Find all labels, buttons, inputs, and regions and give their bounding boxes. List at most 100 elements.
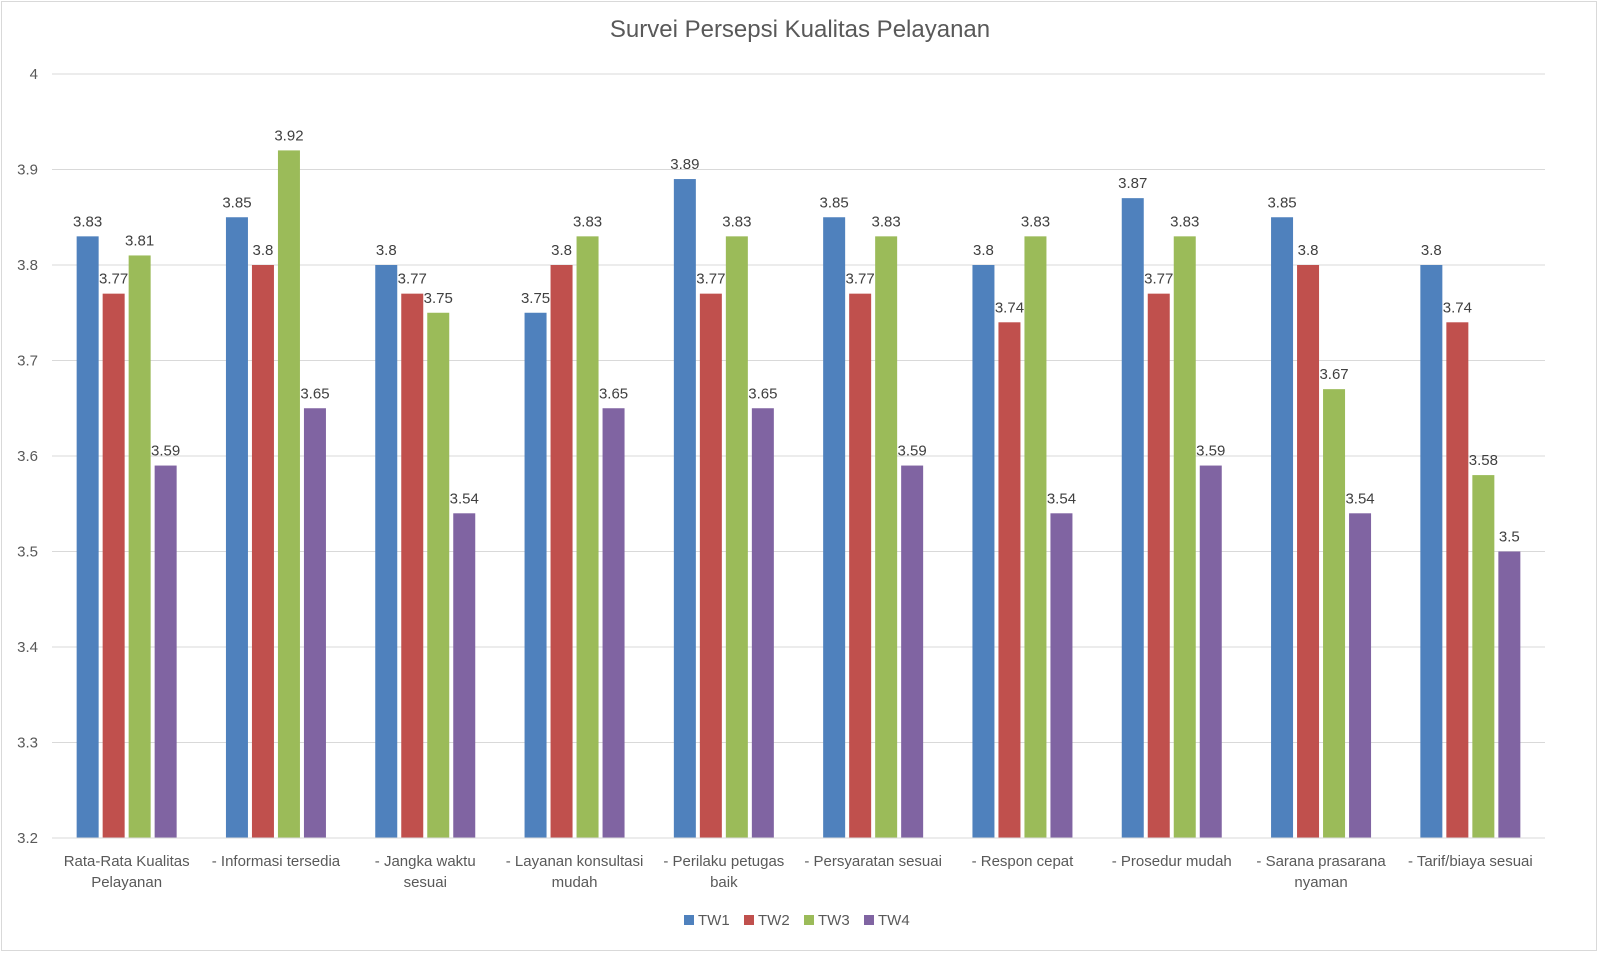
data-label: 3.83 xyxy=(573,213,602,230)
data-label: 3.83 xyxy=(1170,213,1199,230)
data-label: 3.65 xyxy=(300,385,329,402)
data-label: 3.83 xyxy=(73,213,102,230)
data-label: 3.83 xyxy=(722,213,751,230)
bar-tw1 xyxy=(524,312,547,838)
legend-label-tw3: TW3 xyxy=(818,912,850,929)
data-label: 3.65 xyxy=(748,385,777,402)
bar-tw1 xyxy=(1271,217,1294,838)
bar-tw2 xyxy=(699,293,722,838)
data-label: 3.89 xyxy=(670,156,699,173)
data-label: 3.77 xyxy=(696,271,725,288)
data-label: 3.75 xyxy=(521,290,550,307)
bar-tw3 xyxy=(875,236,898,839)
data-label: 3.5 xyxy=(1499,529,1520,546)
bar-tw2 xyxy=(550,265,573,838)
x-category-label: - Prosedur mudah xyxy=(1112,853,1232,870)
x-category-label: - Tarif/biaya sesuai xyxy=(1408,853,1533,870)
data-label: 3.8 xyxy=(973,242,994,259)
data-label: 3.83 xyxy=(872,213,901,230)
bar-tw1 xyxy=(1121,198,1144,838)
data-label: 3.59 xyxy=(1196,443,1225,460)
x-category-label: Pelayanan xyxy=(91,874,162,891)
bar-tw1 xyxy=(225,217,248,838)
y-tick-label: 3.2 xyxy=(17,830,38,847)
bar-tw4 xyxy=(303,408,326,838)
data-label: 3.8 xyxy=(551,242,572,259)
x-category-label: - Persyaratan sesuai xyxy=(804,853,942,870)
bar-tw2 xyxy=(998,322,1021,838)
data-label: 3.77 xyxy=(1144,271,1173,288)
y-tick-label: 3.3 xyxy=(17,735,38,752)
data-label: 3.85 xyxy=(820,194,849,211)
data-label: 3.54 xyxy=(450,490,479,507)
chart-title: Survei Persepsi Kualitas Pelayanan xyxy=(609,16,991,43)
bar-tw2 xyxy=(1147,293,1170,838)
bar-tw1 xyxy=(823,217,846,838)
data-label: 3.8 xyxy=(253,242,274,259)
x-category-label: - Perilaku petugas xyxy=(663,853,784,870)
x-category-label: - Respon cepat xyxy=(972,853,1075,870)
data-label: 3.59 xyxy=(898,443,927,460)
x-category-label: mudah xyxy=(552,874,598,891)
x-category-label: baik xyxy=(710,874,738,891)
bar-tw1 xyxy=(375,265,398,838)
bar-tw3 xyxy=(128,255,151,838)
data-label: 3.77 xyxy=(398,271,427,288)
data-label: 3.8 xyxy=(1298,242,1319,259)
bar-tw1 xyxy=(673,179,696,839)
data-label: 3.65 xyxy=(599,385,628,402)
bar-tw3 xyxy=(1173,236,1196,839)
bar-tw4 xyxy=(453,513,476,838)
bar-tw3 xyxy=(277,150,300,838)
bar-tw3 xyxy=(725,236,748,839)
bar-tw3 xyxy=(1024,236,1047,839)
data-label: 3.74 xyxy=(995,299,1024,316)
legend-label-tw1: TW1 xyxy=(698,912,730,929)
bar-tw3 xyxy=(427,312,450,838)
x-category-label: - Jangka waktu xyxy=(375,853,476,870)
data-label: 3.85 xyxy=(222,194,251,211)
data-label: 3.75 xyxy=(424,290,453,307)
legend-swatch-tw1 xyxy=(684,915,694,925)
data-label: 3.54 xyxy=(1047,490,1076,507)
bar-tw4 xyxy=(602,408,625,838)
legend-label-tw4: TW4 xyxy=(878,912,910,929)
y-tick-label: 3.8 xyxy=(17,257,38,274)
bar-tw1 xyxy=(972,265,995,838)
bar-tw2 xyxy=(102,293,125,838)
legend-swatch-tw4 xyxy=(864,915,874,925)
data-label: 3.87 xyxy=(1118,175,1147,192)
bar-tw2 xyxy=(251,265,274,838)
x-category-label: Rata-Rata Kualitas xyxy=(64,853,190,870)
data-label: 3.83 xyxy=(1021,213,1050,230)
x-category-label: - Layanan konsultasi xyxy=(506,853,644,870)
bar-tw4 xyxy=(1199,465,1222,838)
data-label: 3.92 xyxy=(274,127,303,144)
legend-label-tw2: TW2 xyxy=(758,912,790,929)
bar-tw4 xyxy=(751,408,774,838)
bar-tw4 xyxy=(1349,513,1372,838)
y-tick-label: 4 xyxy=(30,66,38,83)
data-label: 3.81 xyxy=(125,232,154,249)
bar-tw4 xyxy=(1498,551,1521,838)
y-tick-label: 3.5 xyxy=(17,544,38,561)
x-category-label: sesuai xyxy=(404,874,447,891)
data-label: 3.59 xyxy=(151,443,180,460)
data-label: 3.85 xyxy=(1267,194,1296,211)
x-category-label: nyaman xyxy=(1294,874,1347,891)
y-tick-label: 3.4 xyxy=(17,639,38,656)
bar-tw2 xyxy=(401,293,424,838)
y-tick-label: 3.9 xyxy=(17,162,38,179)
data-label: 3.77 xyxy=(846,271,875,288)
bar-tw3 xyxy=(1472,475,1495,838)
data-label: 3.8 xyxy=(1421,242,1442,259)
legend-swatch-tw3 xyxy=(804,915,814,925)
bar-tw1 xyxy=(76,236,99,839)
x-category-label: - Informasi tersedia xyxy=(212,853,341,870)
x-category-label: - Sarana prasarana xyxy=(1256,853,1386,870)
y-tick-label: 3.7 xyxy=(17,353,38,370)
bar-tw4 xyxy=(1050,513,1073,838)
bar-tw3 xyxy=(1323,389,1346,838)
bar-tw1 xyxy=(1420,265,1443,838)
